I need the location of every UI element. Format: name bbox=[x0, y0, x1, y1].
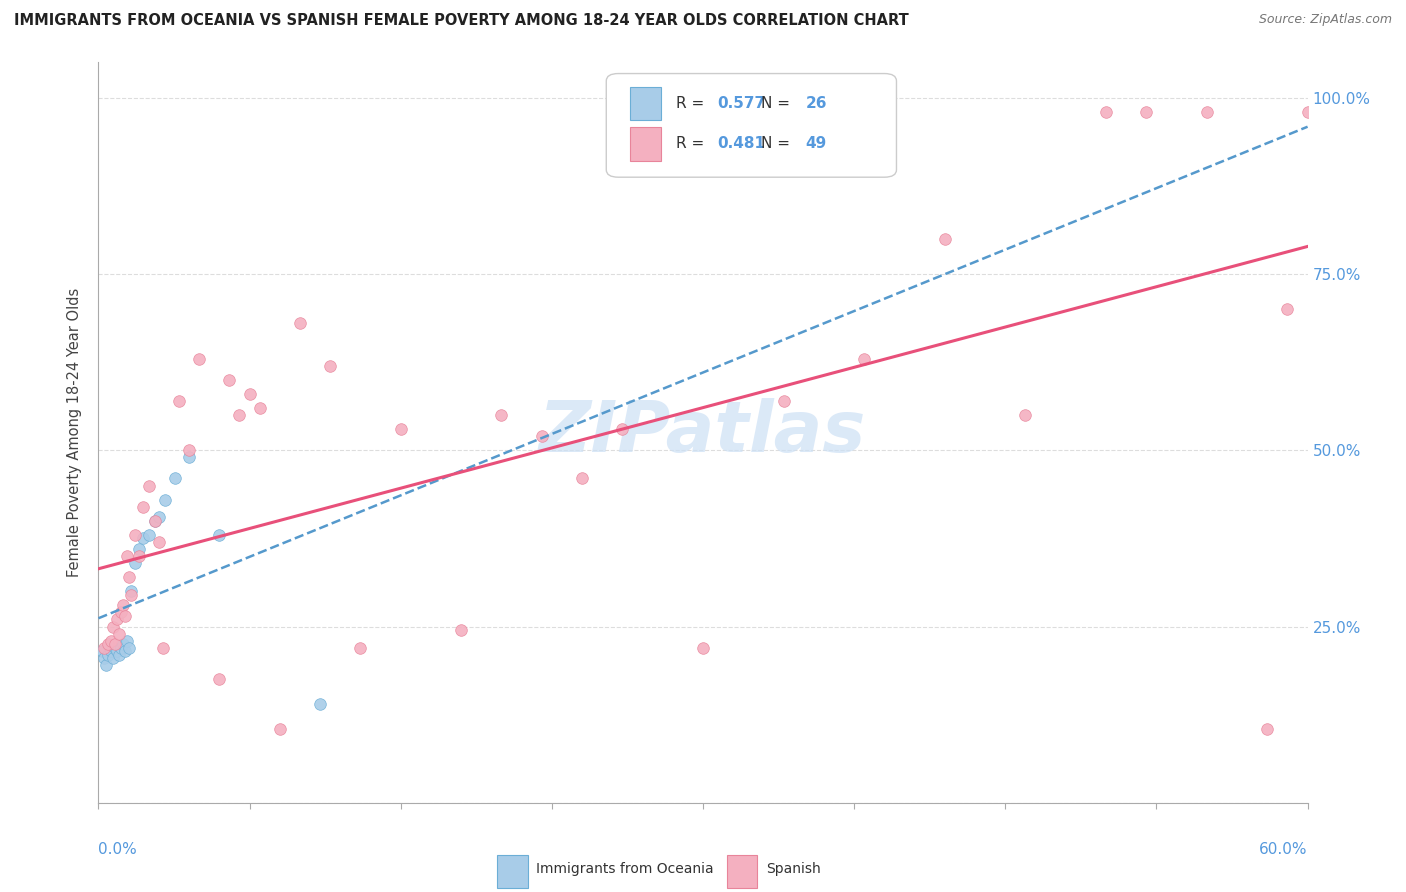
Text: ZIPatlas: ZIPatlas bbox=[540, 398, 866, 467]
Bar bbox=[727, 855, 758, 888]
Point bbox=[530, 429, 553, 443]
Point bbox=[853, 351, 876, 366]
Point bbox=[208, 528, 231, 542]
Point bbox=[179, 450, 201, 465]
Point bbox=[103, 637, 125, 651]
Point bbox=[228, 408, 250, 422]
Point bbox=[148, 510, 170, 524]
Point bbox=[1195, 104, 1218, 119]
FancyBboxPatch shape bbox=[606, 73, 897, 178]
Point bbox=[934, 232, 956, 246]
Point bbox=[143, 514, 166, 528]
Bar bbox=[630, 87, 661, 120]
Point bbox=[309, 697, 332, 711]
Point bbox=[239, 387, 262, 401]
Point bbox=[143, 514, 166, 528]
Point bbox=[93, 640, 115, 655]
Point bbox=[97, 648, 120, 662]
Point bbox=[124, 528, 146, 542]
Point bbox=[491, 408, 513, 422]
Point bbox=[124, 556, 146, 570]
Point bbox=[118, 570, 141, 584]
Point bbox=[179, 443, 201, 458]
Point bbox=[96, 658, 118, 673]
Point bbox=[120, 588, 142, 602]
Point bbox=[571, 471, 593, 485]
Text: Spanish: Spanish bbox=[766, 863, 821, 877]
Point bbox=[1014, 408, 1036, 422]
Text: IMMIGRANTS FROM OCEANIA VS SPANISH FEMALE POVERTY AMONG 18-24 YEAR OLDS CORRELAT: IMMIGRANTS FROM OCEANIA VS SPANISH FEMAL… bbox=[14, 13, 908, 29]
Bar bbox=[630, 128, 661, 161]
Point bbox=[153, 492, 176, 507]
Y-axis label: Female Poverty Among 18-24 Year Olds: Female Poverty Among 18-24 Year Olds bbox=[67, 288, 83, 577]
Point bbox=[138, 478, 160, 492]
Point bbox=[1277, 302, 1299, 317]
Point bbox=[208, 673, 231, 687]
Point bbox=[97, 637, 120, 651]
Point bbox=[101, 651, 124, 665]
Point bbox=[148, 535, 170, 549]
Text: 60.0%: 60.0% bbox=[1260, 841, 1308, 856]
Point bbox=[111, 637, 134, 651]
Point bbox=[269, 722, 291, 736]
Text: N =: N = bbox=[761, 136, 790, 152]
Point bbox=[100, 644, 122, 658]
Point bbox=[218, 373, 240, 387]
Point bbox=[132, 500, 155, 514]
Text: R =: R = bbox=[676, 136, 710, 152]
Point bbox=[1135, 104, 1157, 119]
Point bbox=[128, 549, 150, 563]
Point bbox=[115, 549, 138, 563]
Text: 49: 49 bbox=[806, 136, 827, 152]
Point bbox=[152, 640, 174, 655]
Text: 0.577: 0.577 bbox=[717, 95, 766, 111]
Point bbox=[163, 471, 186, 485]
Point bbox=[188, 351, 211, 366]
Point bbox=[167, 393, 190, 408]
Text: R =: R = bbox=[676, 95, 710, 111]
Point bbox=[114, 644, 136, 658]
Point bbox=[319, 359, 342, 373]
Point bbox=[103, 640, 125, 655]
Point bbox=[772, 393, 794, 408]
Point bbox=[101, 619, 124, 633]
Point bbox=[120, 584, 142, 599]
Text: Immigrants from Oceania: Immigrants from Oceania bbox=[536, 863, 714, 877]
Point bbox=[105, 612, 128, 626]
Point bbox=[118, 640, 141, 655]
Point bbox=[132, 532, 155, 546]
Point bbox=[612, 422, 634, 436]
Point bbox=[288, 316, 311, 330]
Point bbox=[450, 623, 472, 637]
Text: 0.481: 0.481 bbox=[717, 136, 765, 152]
Point bbox=[100, 633, 122, 648]
Point bbox=[1256, 722, 1278, 736]
Point bbox=[107, 648, 129, 662]
Point bbox=[110, 640, 132, 655]
Bar bbox=[498, 855, 527, 888]
Point bbox=[692, 640, 714, 655]
Point bbox=[110, 606, 132, 620]
Point bbox=[128, 541, 150, 556]
Point bbox=[93, 651, 115, 665]
Point bbox=[1296, 104, 1319, 119]
Point bbox=[105, 644, 128, 658]
Text: Source: ZipAtlas.com: Source: ZipAtlas.com bbox=[1258, 13, 1392, 27]
Point bbox=[91, 644, 114, 658]
Point bbox=[1095, 104, 1118, 119]
Text: N =: N = bbox=[761, 95, 790, 111]
Point bbox=[249, 401, 271, 415]
Text: 0.0%: 0.0% bbox=[98, 841, 138, 856]
Point bbox=[138, 528, 160, 542]
Point bbox=[349, 640, 371, 655]
Point bbox=[389, 422, 412, 436]
Point bbox=[111, 599, 134, 613]
Point bbox=[107, 626, 129, 640]
Point bbox=[114, 609, 136, 624]
Point bbox=[115, 633, 138, 648]
Text: 26: 26 bbox=[806, 95, 827, 111]
